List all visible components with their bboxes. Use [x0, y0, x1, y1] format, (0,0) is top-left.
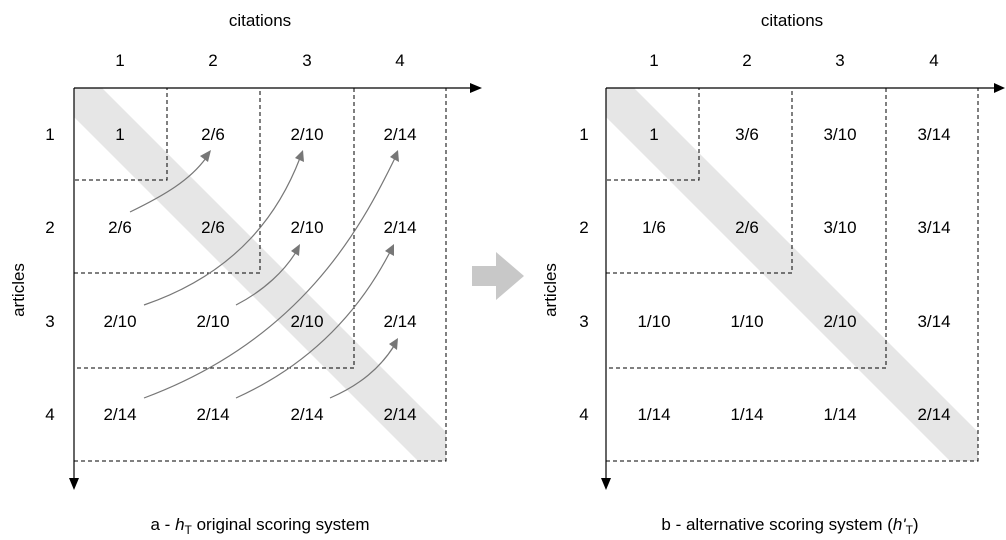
panel-b-cell: 2/6 — [735, 218, 759, 237]
panel-a-col-tick: 3 — [302, 51, 311, 70]
panel-b-cell: 3/14 — [917, 312, 950, 331]
panel-a-mirror-arrow — [235, 251, 297, 306]
panel-b-x-axis-arrowhead — [994, 83, 1005, 93]
panel-b-cell: 3/10 — [823, 218, 856, 237]
panel-b-cell: 2/14 — [917, 405, 950, 424]
panel-a-cell: 2/14 — [103, 405, 136, 424]
panel-a-row-tick: 1 — [45, 125, 54, 144]
panel-a-y-axis-arrowhead — [69, 478, 79, 490]
panel-a-caption-symbol: h — [175, 515, 184, 534]
panel-a-row-axis-label: articles — [9, 263, 28, 317]
panel-b-y-axis-arrowhead — [601, 478, 611, 490]
panel-a-caption: a - hT original scoring system — [151, 515, 370, 537]
panel-b-caption-subscript: T — [906, 523, 914, 537]
panel-a-cell: 2/10 — [196, 312, 229, 331]
panel-b: citations articles 1 2 3 4 1 2 3 4 1 3/6… — [541, 11, 1005, 537]
panel-a-cell: 2/10 — [290, 125, 323, 144]
panel-a-col-axis-label: citations — [229, 11, 291, 30]
panel-b-col-axis-label: citations — [761, 11, 823, 30]
panel-b-cell: 3/14 — [917, 125, 950, 144]
panel-a-row-tick: 4 — [45, 405, 54, 424]
panel-b-col-tick: 2 — [742, 51, 751, 70]
panel-b-row-tick: 1 — [579, 125, 588, 144]
panel-b-cell: 1/14 — [730, 405, 763, 424]
panel-a-col-tick: 1 — [115, 51, 124, 70]
panel-b-caption-symbol: h' — [893, 515, 906, 534]
panel-a-cell: 2/6 — [201, 218, 225, 237]
panel-b-cell: 1/14 — [823, 405, 856, 424]
panel-a-mirror-arrow — [235, 251, 391, 399]
panel-a-mirror-arrow — [143, 157, 396, 399]
panel-a-cell: 2/6 — [201, 125, 225, 144]
panel-b-cell: 1 — [649, 125, 658, 144]
panel-a-caption-prefix: a - — [151, 515, 176, 534]
panel-a-cell: 2/14 — [383, 405, 416, 424]
panel-a-col-tick: 2 — [208, 51, 217, 70]
panel-b-cell: 1/10 — [730, 312, 763, 331]
panel-a-row-tick: 2 — [45, 218, 54, 237]
panel-b-col-tick: 1 — [649, 51, 658, 70]
transition-arrow — [472, 252, 524, 300]
panel-b-row-tick: 2 — [579, 218, 588, 237]
panel-b-cell: 1/6 — [642, 218, 666, 237]
panel-b-row-tick: 4 — [579, 405, 588, 424]
panel-a-x-axis-arrowhead — [470, 83, 482, 93]
panel-b-caption-suffix: ) — [913, 515, 919, 534]
panel-a-cell: 2/14 — [290, 405, 323, 424]
panel-a-row-tick: 3 — [45, 312, 54, 331]
panel-b-row-tick: 3 — [579, 312, 588, 331]
panel-a-mirror-arrow — [329, 345, 395, 399]
panel-a-cell: 2/14 — [383, 218, 416, 237]
panel-a-mirror-arrow — [143, 157, 301, 306]
panel-a-cell: 2/10 — [103, 312, 136, 331]
panel-a-cell: 2/14 — [383, 125, 416, 144]
panel-a-cell: 2/14 — [196, 405, 229, 424]
panel-a-col-tick: 4 — [395, 51, 404, 70]
panel-b-cell: 1/10 — [637, 312, 670, 331]
panel-a-mirror-arrowhead — [291, 244, 300, 256]
panel-b-caption-prefix: b - alternative scoring system ( — [661, 515, 893, 534]
panel-a: citations articles 1 2 3 4 1 2 3 4 1 2/6… — [9, 11, 482, 537]
panel-a-cell: 2/14 — [383, 312, 416, 331]
panel-a-mirror-arrowhead — [389, 338, 398, 350]
panel-a-cell: 1 — [115, 125, 124, 144]
panel-b-caption: b - alternative scoring system (h'T) — [661, 515, 918, 537]
panel-b-cell: 1/14 — [637, 405, 670, 424]
panel-b-col-tick: 3 — [835, 51, 844, 70]
panel-b-cell: 3/6 — [735, 125, 759, 144]
panel-a-caption-subscript: T — [185, 523, 193, 537]
panel-a-cell: 2/10 — [290, 218, 323, 237]
panel-b-cell: 3/10 — [823, 125, 856, 144]
panel-b-col-tick: 4 — [929, 51, 938, 70]
panel-a-caption-suffix: original scoring system — [192, 515, 370, 534]
panel-a-cell: 2/10 — [290, 312, 323, 331]
panel-a-cell: 2/6 — [108, 218, 132, 237]
panel-a-mirror-arrowhead — [295, 150, 304, 162]
panel-b-row-axis-label: articles — [541, 263, 560, 317]
panel-a-mirror-arrowhead — [200, 150, 211, 162]
panel-b-cell: 2/10 — [823, 312, 856, 331]
panel-a-mirror-arrow — [129, 157, 207, 213]
panel-a-mirror-arrowhead — [385, 244, 394, 256]
panel-a-mirror-arrowhead — [390, 150, 399, 162]
panel-b-cell: 3/14 — [917, 218, 950, 237]
